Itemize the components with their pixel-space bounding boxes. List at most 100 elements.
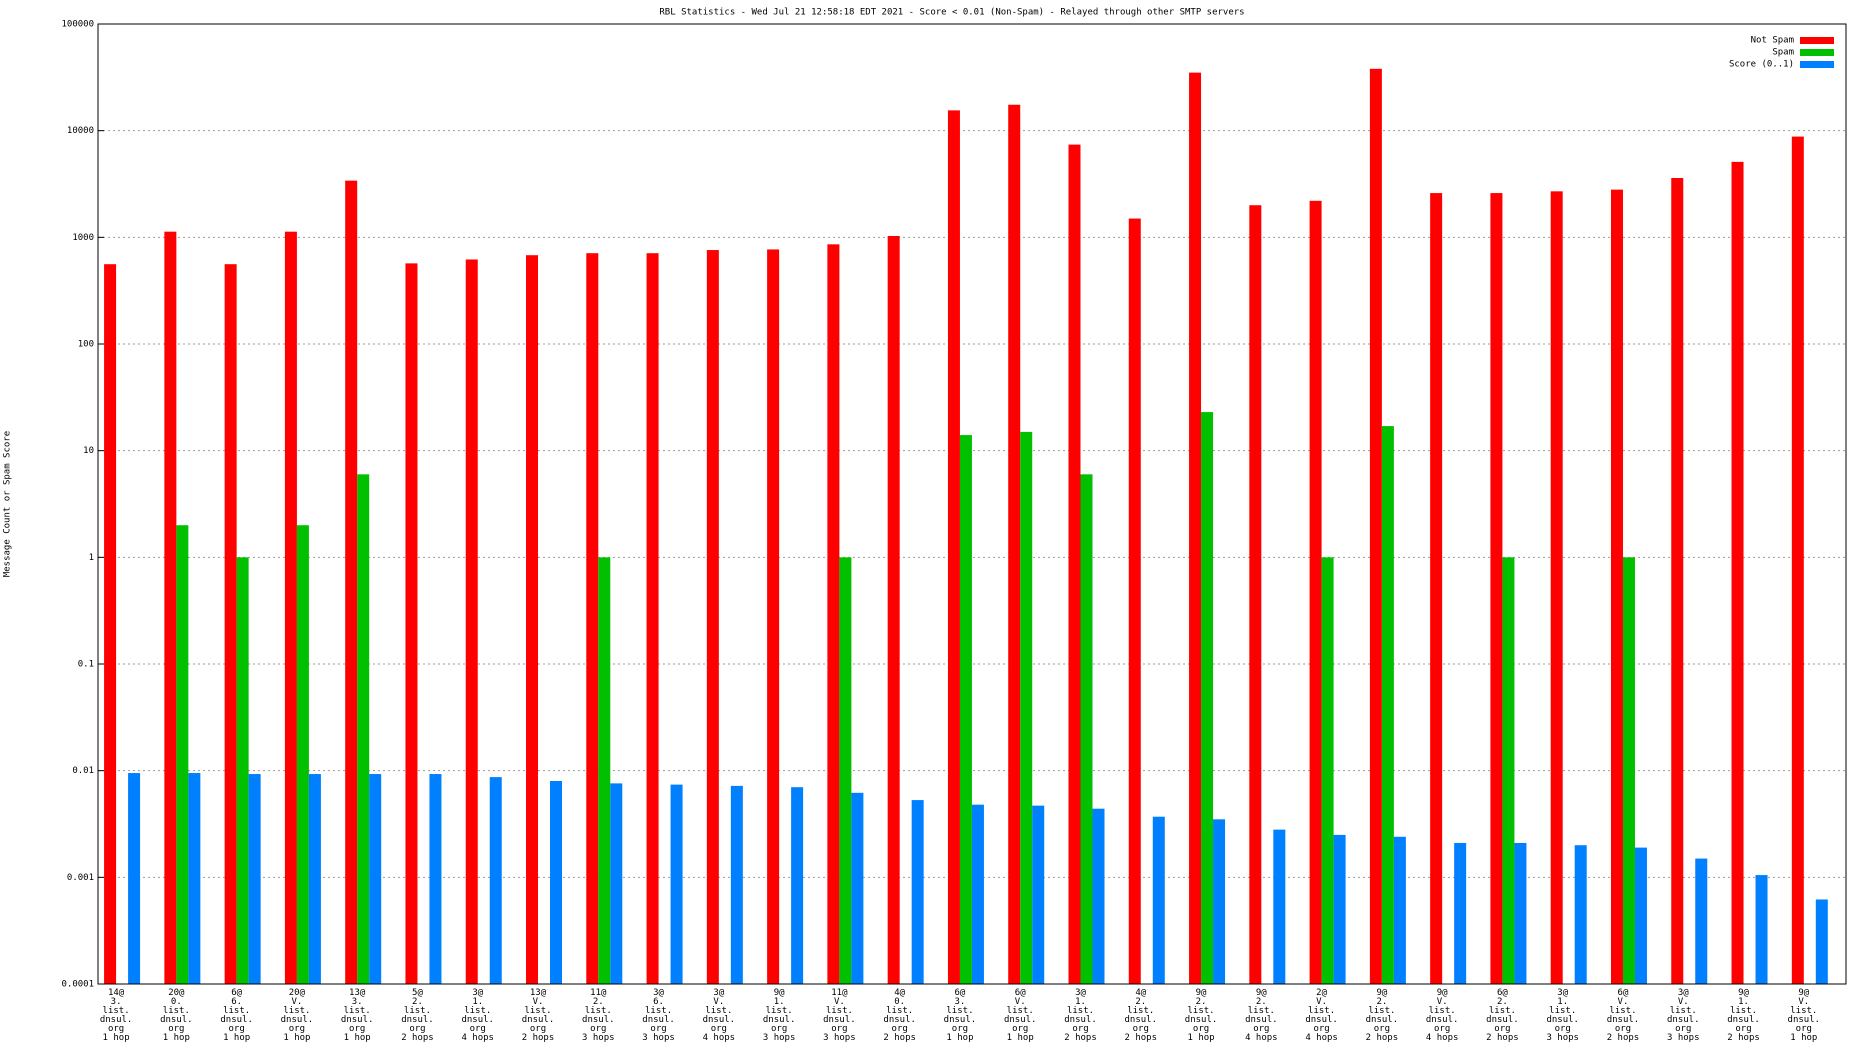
legend-swatch	[1800, 61, 1834, 68]
x-tick-label: 9@ 1. list. dnsul. org 2 hops	[1727, 988, 1760, 1043]
bar	[1731, 161, 1744, 984]
x-tick-label: 3@ V. list. dnsul. org 3 hops	[1667, 988, 1700, 1043]
y-tick-label: 100000	[61, 20, 94, 30]
bar	[369, 774, 382, 984]
bar	[1381, 426, 1394, 984]
bar	[1430, 193, 1443, 984]
x-tick-label: 2@ V. list. dnsul. org 4 hops	[1305, 988, 1338, 1043]
bar	[959, 435, 972, 984]
bar	[1068, 144, 1081, 984]
x-tick-label: 14@ 3. list. dnsul. org 1 hop	[100, 988, 133, 1043]
bar	[1309, 200, 1322, 985]
x-tick-label: 6@ 6. list. dnsul. org 1 hop	[220, 988, 253, 1043]
bar	[767, 249, 780, 985]
x-tick-label: 9@ V. list. dnsul. org 4 hops	[1426, 988, 1459, 1043]
bar	[971, 804, 984, 984]
y-tick-label: 1	[89, 553, 94, 563]
bar	[887, 235, 900, 984]
y-tick-label: 1000	[72, 233, 94, 243]
bar	[308, 774, 321, 984]
x-tick-label: 9@ 1. list. dnsul. org 3 hops	[763, 988, 796, 1043]
bar	[248, 774, 261, 984]
x-tick-label: 3@ 1. list. dnsul. org 3 hops	[1546, 988, 1579, 1043]
bar	[1574, 845, 1587, 984]
x-tick-label: 11@ 2. list. dnsul. org 3 hops	[582, 988, 615, 1043]
bar	[1128, 218, 1141, 984]
bar	[1189, 72, 1202, 984]
bar	[670, 784, 683, 984]
bar	[1502, 557, 1515, 984]
y-tick-label: 0.1	[78, 660, 94, 670]
x-tick-label: 6@ V. list. dnsul. org 1 hop	[1004, 988, 1037, 1043]
bar	[586, 253, 599, 985]
bar	[1610, 189, 1623, 984]
bar	[1032, 805, 1045, 984]
bar	[296, 525, 309, 984]
x-tick-label: 13@ 3. list. dnsul. org 1 hop	[341, 988, 374, 1043]
bar	[1020, 431, 1033, 984]
bar	[1695, 858, 1708, 984]
bar	[1815, 899, 1828, 984]
x-tick-label: 13@ V. list. dnsul. org 2 hops	[522, 988, 555, 1043]
bar	[236, 557, 249, 984]
bar	[176, 525, 189, 984]
bar	[1273, 829, 1286, 984]
bar	[1249, 205, 1262, 985]
x-tick-label: 6@ 3. list. dnsul. org 1 hop	[944, 988, 977, 1043]
bar	[706, 250, 719, 984]
bar	[164, 231, 177, 984]
bar	[104, 264, 117, 985]
x-tick-label: 3@ 1. list. dnsul. org 2 hops	[1064, 988, 1097, 1043]
y-axis-label: Message Count or Spam Score	[3, 431, 13, 577]
bar	[1080, 474, 1093, 984]
x-tick-label: 3@ V. list. dnsul. org 4 hops	[703, 988, 736, 1043]
bar	[610, 783, 623, 984]
bar	[791, 787, 804, 984]
bar	[1755, 875, 1768, 984]
chart-title: RBL Statistics - Wed Jul 21 12:58:18 EDT…	[659, 8, 1244, 18]
bar	[465, 259, 478, 984]
bar	[1671, 177, 1684, 985]
x-tick-label: 5@ 2. list. dnsul. org 2 hops	[401, 988, 434, 1043]
x-tick-label: 4@ 0. list. dnsul. org 2 hops	[883, 988, 916, 1043]
legend-swatch	[1800, 49, 1834, 56]
bar	[1213, 819, 1226, 984]
x-tick-label: 20@ 0. list. dnsul. org 1 hop	[160, 988, 193, 1043]
bar	[851, 792, 864, 984]
bar	[1092, 808, 1105, 984]
bar	[598, 557, 611, 984]
y-tick-label: 0.0001	[61, 980, 94, 990]
x-tick-label: 6@ 2. list. dnsul. org 2 hops	[1486, 988, 1519, 1043]
bar	[188, 773, 201, 984]
bar	[1369, 68, 1382, 985]
bar	[827, 244, 840, 984]
x-tick-label: 4@ 2. list. dnsul. org 2 hops	[1125, 988, 1158, 1043]
y-tick-label: 10000	[67, 126, 94, 136]
x-tick-label: 9@ 2. list. dnsul. org 2 hops	[1366, 988, 1399, 1043]
bar	[357, 474, 370, 984]
bar	[1393, 836, 1406, 984]
legend-swatch	[1800, 37, 1834, 44]
bar	[284, 231, 297, 984]
bar	[646, 253, 659, 985]
bar	[429, 774, 442, 984]
x-tick-label: 11@ V. list. dnsul. org 3 hops	[823, 988, 856, 1043]
bar	[1490, 193, 1503, 984]
bar	[489, 777, 502, 984]
x-tick-label: 9@ V. list. dnsul. org 1 hop	[1788, 988, 1821, 1043]
bar	[1550, 191, 1563, 985]
bar	[1791, 136, 1804, 985]
bar	[1201, 412, 1214, 984]
y-tick-label: 0.01	[72, 766, 94, 776]
y-tick-label: 100	[78, 340, 94, 350]
bar	[1622, 557, 1635, 984]
bar	[947, 110, 960, 984]
x-tick-label: 9@ 2. list. dnsul. org 1 hop	[1185, 988, 1218, 1043]
bar	[1152, 816, 1165, 984]
bar	[224, 264, 237, 985]
legend-label: Spam	[1772, 48, 1794, 58]
y-tick-label: 10	[83, 446, 94, 456]
x-tick-label: 9@ 2. list. dnsul. org 4 hops	[1245, 988, 1278, 1043]
bar	[526, 255, 539, 985]
